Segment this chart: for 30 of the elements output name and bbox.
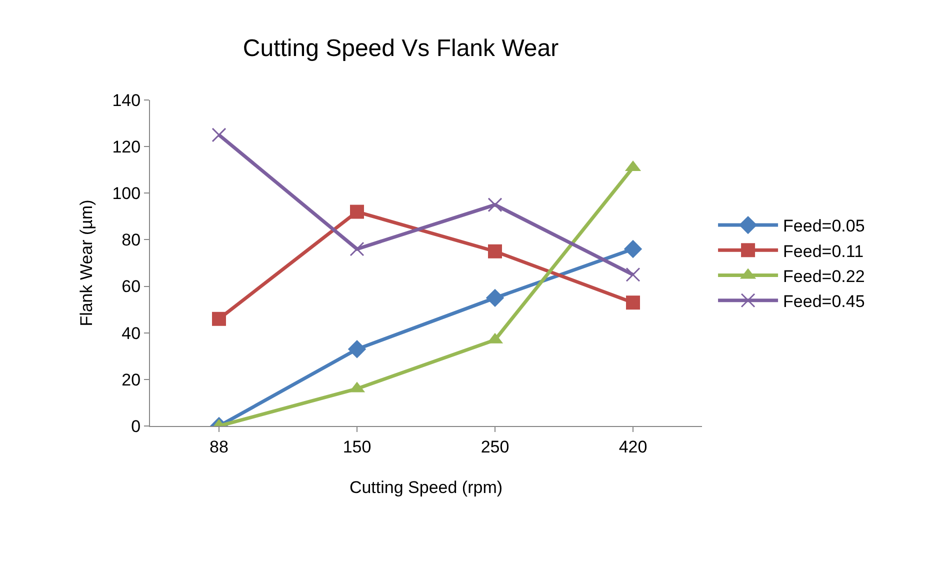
y-tick-label: 60 xyxy=(122,277,141,296)
y-tick-label: 100 xyxy=(112,184,141,204)
point xyxy=(486,288,504,308)
y-axis-title: Flank Wear (µm) xyxy=(76,200,96,326)
point xyxy=(212,128,226,142)
y-tick-label: 140 xyxy=(112,90,141,110)
x-axis-title: Cutting Speed (rpm) xyxy=(349,478,503,497)
point xyxy=(624,240,642,258)
y-tick-label: 0 xyxy=(131,416,141,436)
y-tick-label: 40 xyxy=(122,324,141,343)
point xyxy=(350,242,364,256)
x-tick-label: 88 xyxy=(210,437,228,456)
chart-title: Cutting Speed Vs Flank Wear xyxy=(242,35,559,62)
point xyxy=(626,296,640,310)
x-tick-label: 150 xyxy=(342,437,372,456)
y-tick-label: 80 xyxy=(122,230,141,250)
y-tick-label: 20 xyxy=(122,370,141,390)
legend-label: Feed=0.05 xyxy=(783,216,865,236)
point xyxy=(626,267,640,282)
point xyxy=(350,204,364,219)
point xyxy=(488,198,502,212)
point xyxy=(488,244,502,258)
legend-label: Feed=0.45 xyxy=(783,292,865,311)
x-tick-label: 420 xyxy=(618,437,648,456)
point xyxy=(348,340,366,358)
x-tick-label: 250 xyxy=(480,437,510,456)
y-tick-label: 120 xyxy=(112,138,141,157)
legend-label: Feed=0.22 xyxy=(783,266,865,286)
legend-label: Feed=0.11 xyxy=(783,242,864,261)
point xyxy=(212,312,226,326)
